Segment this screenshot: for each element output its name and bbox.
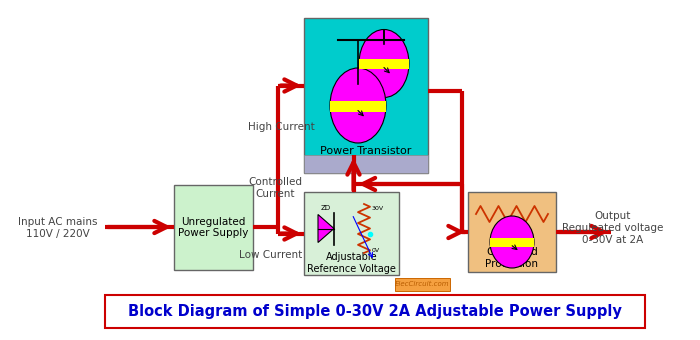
Bar <box>359 58 409 68</box>
Text: ZD: ZD <box>321 204 331 210</box>
Text: 30V: 30V <box>372 205 384 210</box>
Text: 0V: 0V <box>372 249 380 254</box>
Bar <box>304 155 428 173</box>
Bar <box>304 18 428 173</box>
Text: Power Transistor: Power Transistor <box>321 146 412 156</box>
Bar <box>174 185 253 270</box>
Text: Unregulated
Power Supply: Unregulated Power Supply <box>178 217 248 238</box>
Polygon shape <box>318 215 334 242</box>
Bar <box>490 238 534 247</box>
Text: Low Current: Low Current <box>239 250 302 260</box>
Ellipse shape <box>359 30 409 98</box>
Text: Block Diagram of Simple 0-30V 2A Adjustable Power Supply: Block Diagram of Simple 0-30V 2A Adjusta… <box>128 304 622 319</box>
Text: ElecCircuit.com: ElecCircuit.com <box>395 282 450 288</box>
Bar <box>468 192 556 272</box>
Ellipse shape <box>490 216 534 268</box>
Text: Over load
Protection: Over load Protection <box>486 247 538 269</box>
Bar <box>304 192 399 275</box>
Text: Controlled
Current: Controlled Current <box>248 177 302 199</box>
Text: Adjustable
Reference Voltage: Adjustable Reference Voltage <box>307 252 396 274</box>
Bar <box>330 101 386 112</box>
Bar <box>395 278 450 291</box>
Text: High Current: High Current <box>248 122 315 132</box>
Text: Input AC mains
110V / 220V: Input AC mains 110V / 220V <box>18 217 98 239</box>
Text: Output
Reguleated voltage
0-30V at 2A: Output Reguleated voltage 0-30V at 2A <box>562 211 664 244</box>
Bar <box>105 295 645 328</box>
Ellipse shape <box>330 68 386 143</box>
